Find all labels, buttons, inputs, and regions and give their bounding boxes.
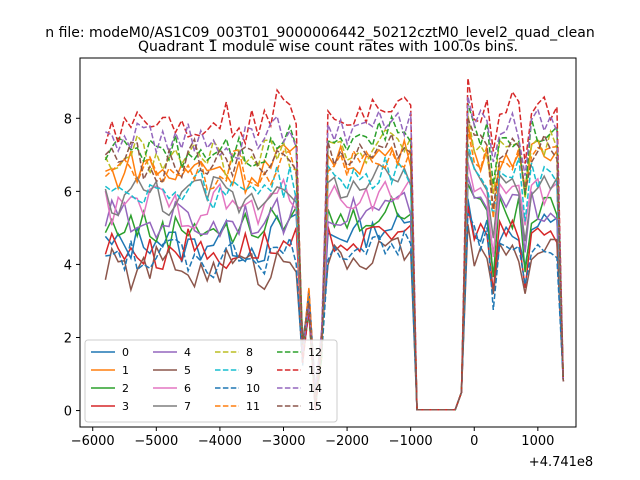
legend-label-5: 5 [184, 364, 191, 377]
legend-label-2: 2 [122, 382, 129, 395]
legend-label-6: 6 [184, 382, 191, 395]
legend-label-11: 11 [246, 400, 260, 413]
legend-box [84, 339, 338, 423]
legend-label-10: 10 [246, 382, 260, 395]
chart-title: Quadrant 1 module wise count rates with … [138, 39, 518, 55]
series-line-14 [105, 96, 565, 411]
legend-label-1: 1 [122, 364, 129, 377]
x-tick-label: −4000 [198, 434, 242, 449]
series-line-10 [105, 212, 565, 411]
y-axis: 0 2 4 6 8 [64, 112, 80, 420]
legend-label-12: 12 [308, 346, 322, 359]
x-tick-label: −5000 [134, 434, 178, 449]
series-line-15 [104, 118, 565, 411]
y-tick-label: 2 [64, 331, 72, 346]
x-axis: −6000 −5000 −4000 −3000 −2000 −1000 0 1000 [71, 427, 554, 449]
legend-label-4: 4 [184, 346, 191, 359]
legend-label-9: 9 [246, 364, 253, 377]
legend-label-3: 3 [122, 400, 129, 413]
legend-label-7: 7 [184, 400, 191, 413]
x-tick-label: −3000 [261, 434, 305, 449]
legend-label-8: 8 [246, 346, 253, 359]
series-line-5 [104, 224, 565, 411]
series-line-7 [104, 150, 565, 411]
legend-label-15: 15 [308, 400, 322, 413]
y-tick-label: 6 [64, 185, 72, 200]
series-line-12 [104, 103, 565, 411]
legend-label-13: 13 [308, 364, 322, 377]
x-tick-label: −6000 [71, 434, 115, 449]
y-tick-label: 4 [64, 258, 72, 273]
legend-label-14: 14 [308, 382, 322, 395]
series-line-6 [104, 161, 565, 411]
legend-label-0: 0 [122, 346, 129, 359]
x-tick-label: 0 [470, 434, 478, 449]
y-tick-label: 8 [64, 112, 72, 127]
x-tick-label: −2000 [325, 434, 369, 449]
series-line-4 [104, 176, 565, 411]
series-line-13 [104, 77, 565, 411]
series-line-8 [104, 114, 565, 411]
series-layer [104, 77, 565, 411]
plot-frame [79, 57, 577, 428]
chart-suptitle: n file: modeM0/AS1C09_003T01_9000006442_… [45, 25, 594, 41]
series-line-0 [104, 198, 565, 411]
x-tick-label: −1000 [389, 434, 433, 449]
series-line-9 [104, 143, 565, 411]
x-tick-label: 1000 [521, 434, 554, 449]
series-line-11 [104, 129, 565, 411]
x-offset-label: +4.741e8 [529, 455, 593, 470]
y-tick-label: 0 [64, 405, 72, 420]
